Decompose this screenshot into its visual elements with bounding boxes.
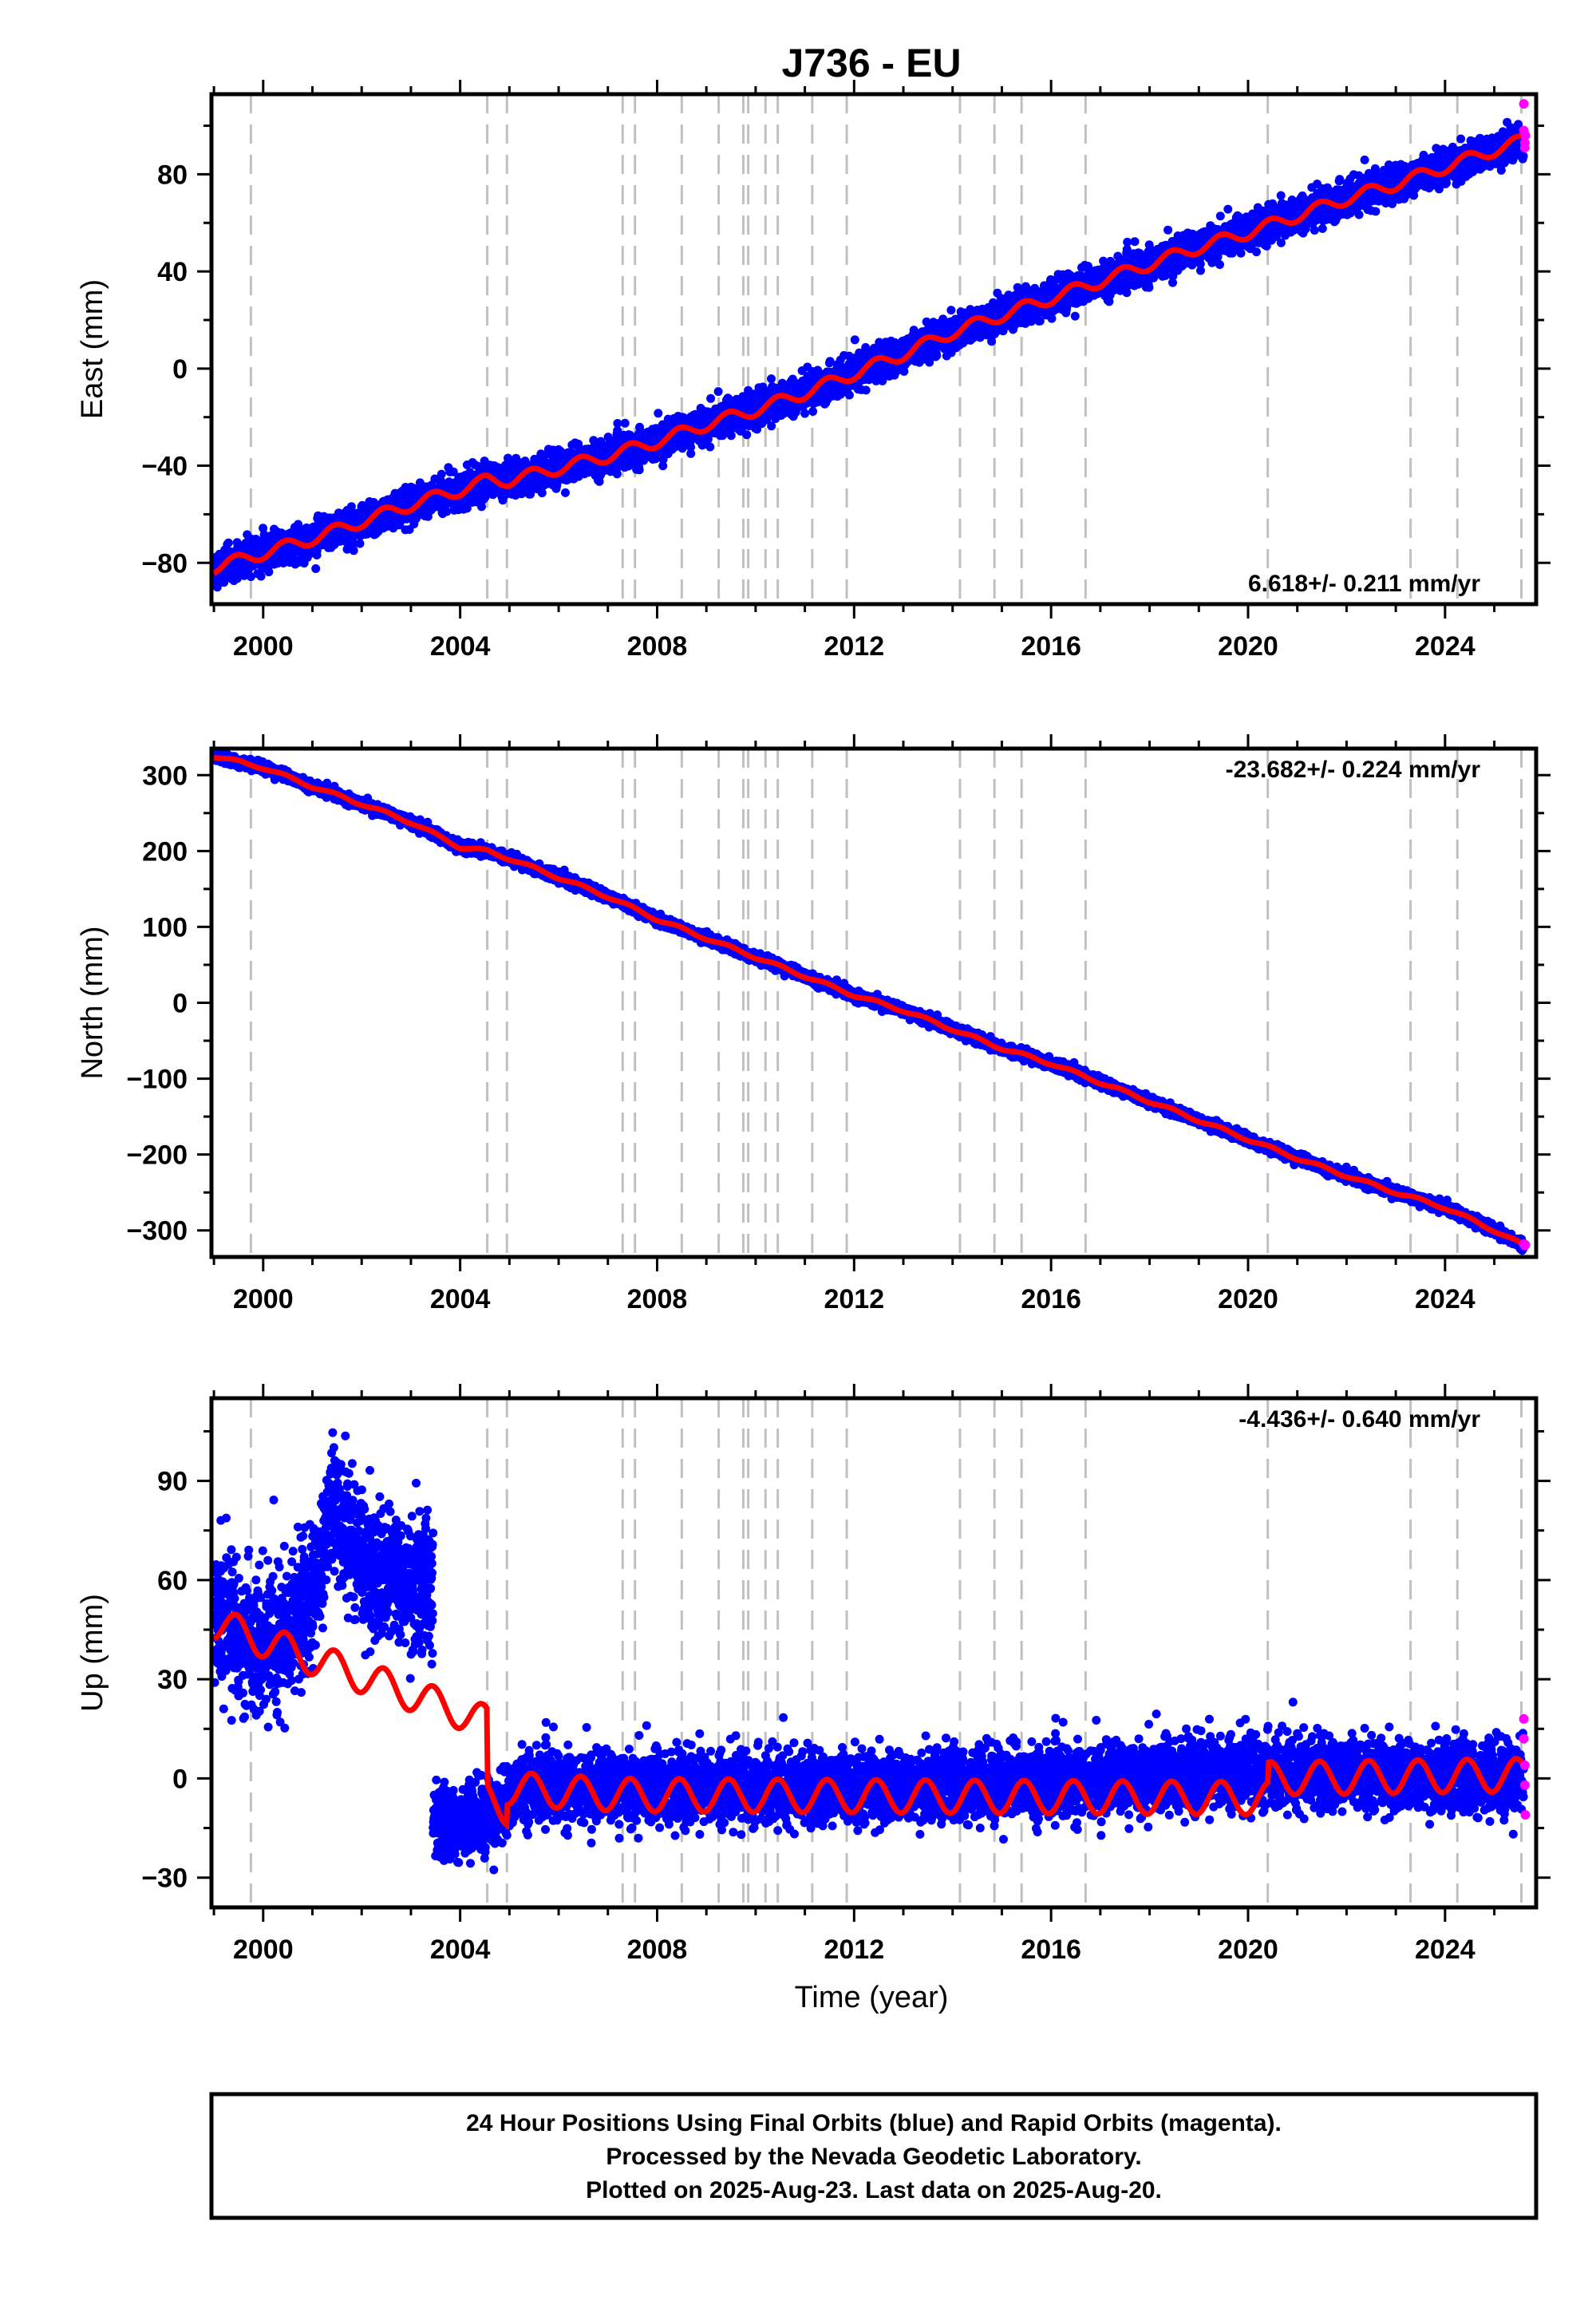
- data-point: [620, 418, 630, 428]
- data-point: [850, 335, 859, 345]
- panel-east: 2000 2004 2008 2012 2016 2020 2024−80−4004080E…: [76, 80, 1551, 662]
- data-point: [861, 385, 871, 395]
- data-point: [259, 524, 268, 533]
- data-point: [442, 507, 452, 516]
- data-point: [346, 502, 356, 512]
- data-point: [348, 537, 358, 547]
- data-point: [844, 390, 854, 400]
- data-point: [654, 409, 663, 418]
- data-point: [767, 374, 776, 384]
- data-point: [311, 564, 321, 573]
- data-point: [239, 571, 249, 580]
- data-point: [651, 454, 661, 464]
- data-point: [294, 520, 303, 529]
- plot-area-east: [211, 94, 1531, 604]
- data-point: [448, 467, 458, 476]
- data-point: [634, 465, 644, 475]
- data-point: [946, 306, 956, 315]
- data-point: [264, 567, 274, 577]
- data-point: [706, 393, 716, 403]
- data-point: [612, 469, 622, 479]
- data-point: [437, 469, 446, 479]
- data-point: [713, 387, 723, 397]
- data-point: [808, 407, 818, 416]
- panels-group: 2000 2004 2008 2012 2016 2020 2024−80−4004080E…: [76, 80, 1551, 1965]
- data-point: [705, 442, 715, 452]
- data-point: [355, 539, 365, 548]
- data-point: [800, 409, 810, 418]
- data-point: [256, 571, 266, 581]
- data-point: [349, 546, 358, 555]
- chart-title: J736 - EU: [781, 41, 961, 85]
- data-point: [686, 449, 696, 458]
- data-point: [246, 572, 255, 582]
- data-point: [932, 351, 942, 361]
- data-point: [561, 488, 570, 497]
- data-point: [742, 430, 752, 440]
- data-point: [223, 538, 233, 547]
- data-point: [462, 504, 472, 513]
